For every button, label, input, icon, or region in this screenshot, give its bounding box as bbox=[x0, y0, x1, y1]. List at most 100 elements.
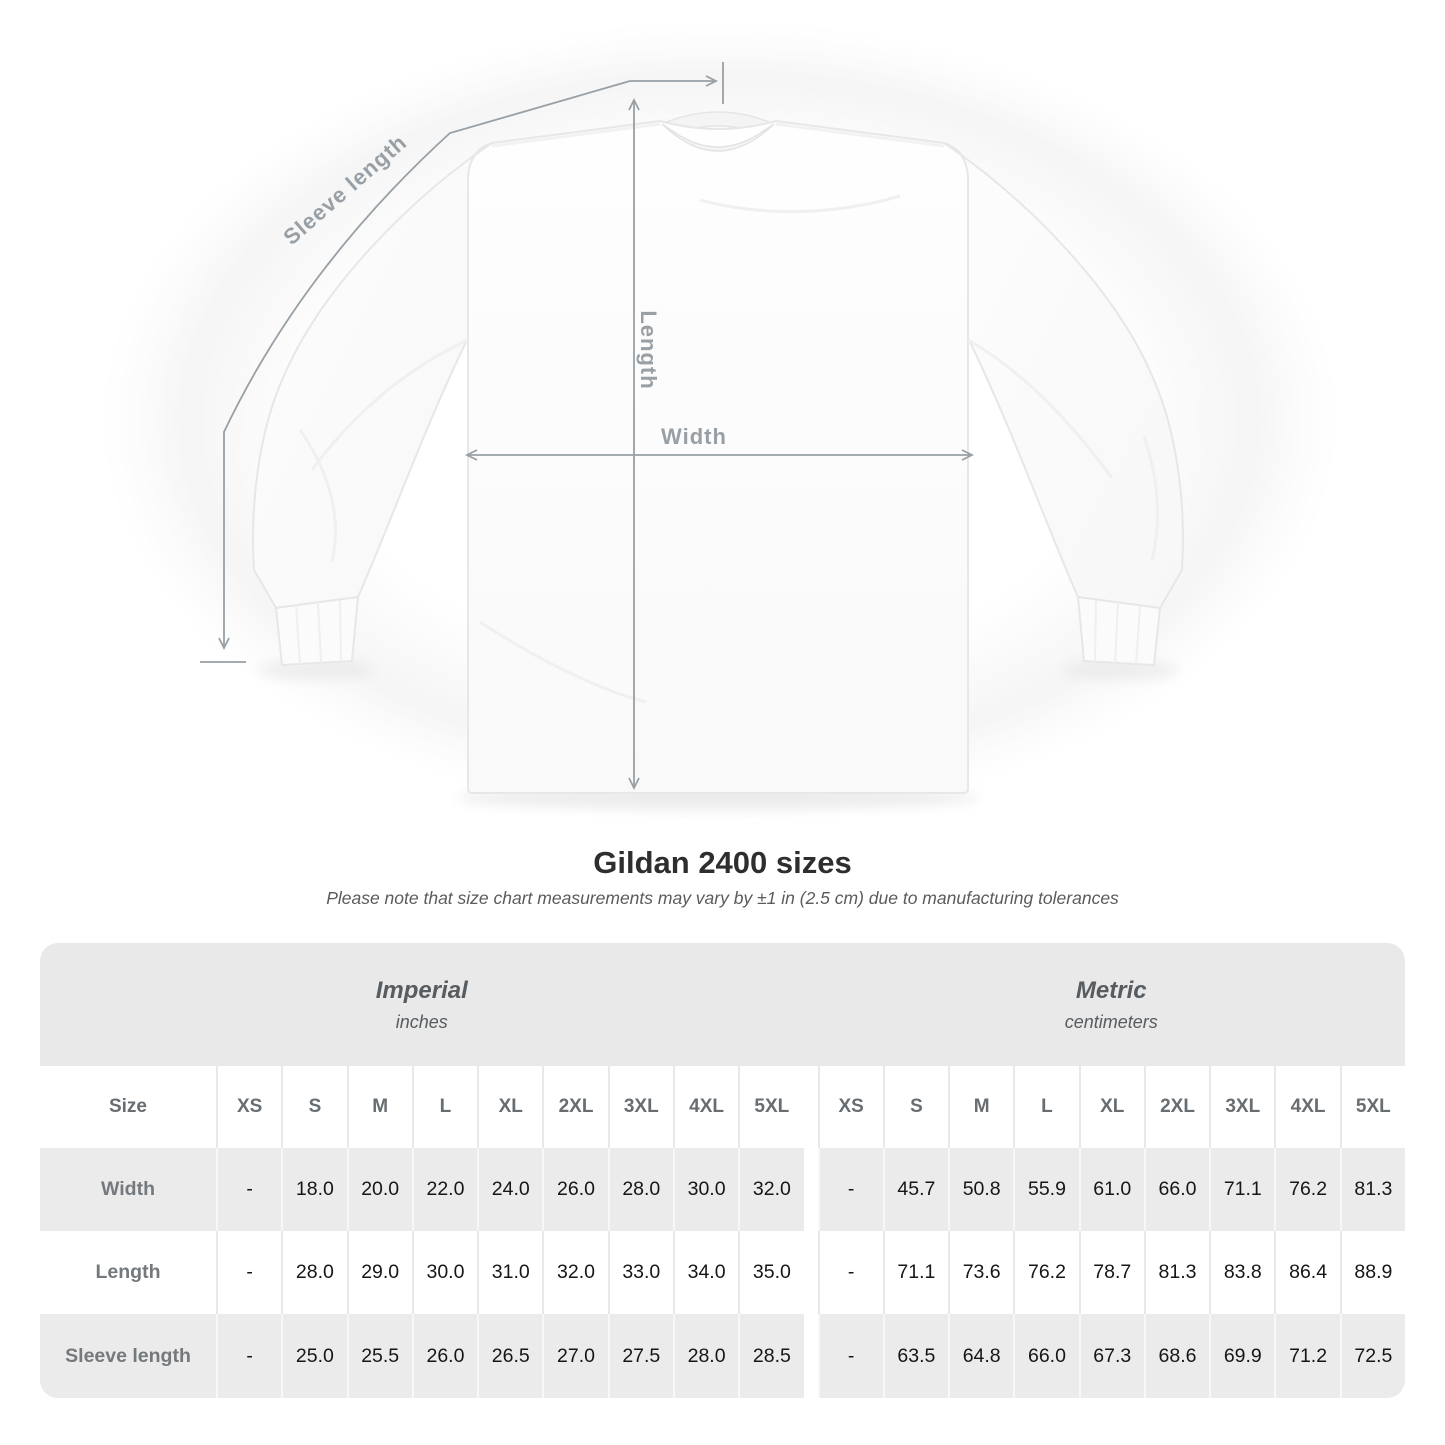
imperial-value-cell: 22.0 bbox=[411, 1148, 477, 1231]
cuff-ribbing bbox=[295, 599, 1141, 665]
group-divider bbox=[803, 1231, 818, 1314]
imperial-value-cell: 25.0 bbox=[281, 1314, 346, 1398]
metric-value-cell: 67.3 bbox=[1078, 1314, 1144, 1398]
sleeve-length-arrow-diagonal bbox=[218, 80, 631, 651]
metric-size-header: XS bbox=[817, 1066, 883, 1148]
metric-value-cell: 45.7 bbox=[882, 1148, 948, 1231]
metric-size-header: 2XL bbox=[1143, 1066, 1209, 1148]
metric-value-cell: 86.4 bbox=[1274, 1231, 1339, 1314]
imperial-value-cell: 18.0 bbox=[281, 1148, 346, 1231]
metric-value-cell: 55.9 bbox=[1013, 1148, 1078, 1231]
metric-size-header: 3XL bbox=[1209, 1066, 1274, 1148]
metric-value-cell: 69.9 bbox=[1209, 1314, 1274, 1398]
metric-group-header: Metric centimeters bbox=[818, 943, 1406, 1066]
imperial-value-cell: - bbox=[216, 1148, 281, 1231]
table-row: Width -18.0 20.0 22.0 24.0 26.0 28.0 30.0 32.0-4… bbox=[40, 1148, 1405, 1231]
imperial-size-header: 5XL bbox=[738, 1066, 803, 1148]
imperial-value-cell: 26.5 bbox=[477, 1314, 542, 1398]
imperial-value-cell: 31.0 bbox=[477, 1231, 542, 1314]
imperial-size-header: XS bbox=[216, 1066, 281, 1148]
metric-value-cell: - bbox=[817, 1231, 883, 1314]
imperial-unit: inches bbox=[395, 1011, 448, 1032]
imperial-value-cell: 27.0 bbox=[542, 1314, 607, 1398]
metric-value-cell: 71.1 bbox=[1209, 1148, 1274, 1231]
metric-value-cell: 81.3 bbox=[1143, 1231, 1209, 1314]
metric-value-cell: 64.8 bbox=[948, 1314, 1013, 1398]
imperial-value-cell: - bbox=[216, 1314, 281, 1398]
metric-value-cell: 76.2 bbox=[1274, 1148, 1339, 1231]
metric-value-cell: 76.2 bbox=[1013, 1231, 1078, 1314]
imperial-value-cell: 27.5 bbox=[607, 1314, 673, 1398]
imperial-size-header: L bbox=[411, 1066, 477, 1148]
metric-value-cell: 66.0 bbox=[1013, 1314, 1078, 1398]
imperial-value-cell: 20.0 bbox=[346, 1148, 412, 1231]
left-sleeve bbox=[252, 142, 493, 610]
metric-unit: centimeters bbox=[1064, 1011, 1158, 1032]
metric-value-cell: 83.8 bbox=[1209, 1231, 1274, 1314]
imperial-size-header: S bbox=[281, 1066, 346, 1148]
metric-value-cell: 81.3 bbox=[1339, 1148, 1405, 1231]
metric-value-cell: 72.5 bbox=[1339, 1314, 1405, 1398]
table-row: Sleeve length -25.0 25.5 26.0 26.5 27.0 27.5 28… bbox=[40, 1314, 1405, 1398]
imperial-value-cell: 32.0 bbox=[738, 1148, 803, 1231]
imperial-value-cell: 30.0 bbox=[672, 1148, 738, 1231]
row-label: Width bbox=[101, 1178, 155, 1200]
metric-size-header: 5XL bbox=[1339, 1066, 1405, 1148]
imperial-value-cell: 32.0 bbox=[542, 1231, 607, 1314]
right-cuff bbox=[1076, 595, 1162, 667]
metric-size-header: 4XL bbox=[1274, 1066, 1339, 1148]
imperial-value-cell: 28.0 bbox=[607, 1148, 673, 1231]
group-divider bbox=[803, 1314, 818, 1398]
tolerance-note: Please note that size chart measurements… bbox=[326, 888, 1119, 908]
metric-value-cell: 73.6 bbox=[948, 1231, 1013, 1314]
row-label: Length bbox=[95, 1261, 161, 1283]
metric-value-cell: 78.7 bbox=[1078, 1231, 1144, 1314]
imperial-group-header: Imperial inches bbox=[40, 943, 804, 1066]
page-title: Gildan 2400 sizes bbox=[593, 845, 852, 880]
imperial-value-cell: 33.0 bbox=[607, 1231, 673, 1314]
imperial-value-cell: 35.0 bbox=[738, 1231, 803, 1314]
metric-value-cell: 61.0 bbox=[1078, 1148, 1144, 1231]
imperial-value-cell: 28.5 bbox=[738, 1314, 803, 1398]
title-block: Gildan 2400 sizes Please note that size … bbox=[0, 844, 1445, 909]
metric-value-cell: - bbox=[817, 1148, 883, 1231]
right-sleeve bbox=[943, 142, 1184, 610]
imperial-value-cell: 25.5 bbox=[346, 1314, 412, 1398]
width-label: Width bbox=[661, 424, 727, 449]
length-label: Length bbox=[636, 310, 661, 389]
imperial-value-cell: 26.0 bbox=[542, 1148, 607, 1231]
imperial-value-cell: 34.0 bbox=[672, 1231, 738, 1314]
metric-label: Metric bbox=[1075, 976, 1147, 1004]
left-cuff bbox=[274, 595, 360, 667]
metric-value-cell: 66.0 bbox=[1143, 1148, 1209, 1231]
imperial-value-cell: 29.0 bbox=[346, 1231, 412, 1314]
imperial-value-cell: 28.0 bbox=[281, 1231, 346, 1314]
unit-group-header: Imperial inches Metric centimeters bbox=[40, 943, 1405, 1066]
collar-front bbox=[661, 123, 775, 152]
shirt-body bbox=[467, 119, 969, 794]
metric-value-cell: 68.6 bbox=[1143, 1314, 1209, 1398]
group-divider bbox=[803, 1148, 818, 1231]
shirt-measurement-diagram: Sleeve length Length Width bbox=[100, 20, 1340, 820]
imperial-value-cell: 24.0 bbox=[477, 1148, 542, 1231]
measurement-lines bbox=[200, 62, 975, 791]
imperial-size-header: XL bbox=[477, 1066, 542, 1148]
column-header-row: Size XS S M L XL 2XL 3XL 4XL 5XL XS S M L XL 2XL 3XL 4XL 5… bbox=[40, 1066, 1405, 1148]
imperial-size-header: 3XL bbox=[607, 1066, 673, 1148]
imperial-size-header: 2XL bbox=[542, 1066, 607, 1148]
metric-size-header: S bbox=[882, 1066, 948, 1148]
size-column-header: Size bbox=[108, 1096, 148, 1117]
metric-value-cell: 50.8 bbox=[948, 1148, 1013, 1231]
row-label: Sleeve length bbox=[65, 1344, 191, 1367]
metric-size-header: M bbox=[948, 1066, 1013, 1148]
imperial-size-header: M bbox=[346, 1066, 412, 1148]
table-row: Length -28.0 29.0 30.0 31.0 32.0 33.0 34.0 35.0-… bbox=[40, 1231, 1405, 1314]
imperial-value-cell: 28.0 bbox=[672, 1314, 738, 1398]
imperial-label: Imperial bbox=[375, 976, 468, 1004]
group-divider bbox=[803, 1066, 818, 1148]
imperial-value-cell: 30.0 bbox=[411, 1231, 477, 1314]
size-table: Imperial inches Metric centimeters Size X… bbox=[40, 943, 1405, 1398]
imperial-value-cell: 26.0 bbox=[411, 1314, 477, 1398]
metric-value-cell: 71.2 bbox=[1274, 1314, 1339, 1398]
